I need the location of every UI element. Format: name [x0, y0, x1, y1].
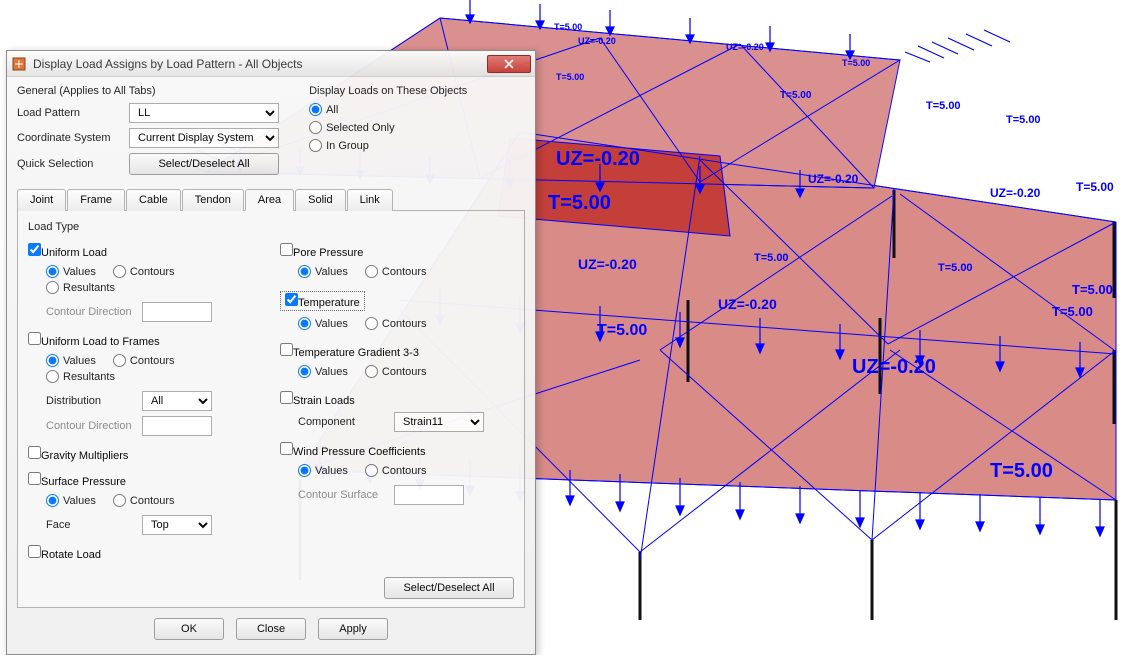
close-button-bottom[interactable]: Close	[236, 618, 306, 640]
radio-wp-contours[interactable]: Contours	[365, 464, 427, 477]
select-deselect-all-tab-button[interactable]: Select/Deselect All	[384, 577, 514, 599]
radio-pp-values[interactable]: Values	[298, 265, 348, 278]
label-t: T=5.00	[1072, 282, 1113, 297]
coord-sys-label: Coordinate System	[17, 132, 129, 144]
radio-sp-contours[interactable]: Contours	[113, 494, 175, 507]
chk-uniform-load[interactable]: Uniform Load	[28, 247, 107, 259]
radio-temp-values[interactable]: Values	[298, 317, 348, 330]
tab-frame[interactable]: Frame	[67, 189, 125, 211]
radio-uf-values[interactable]: Values	[46, 354, 96, 367]
titlebar[interactable]: Display Load Assigns by Load Pattern - A…	[7, 51, 535, 77]
radio-tg-contours[interactable]: Contours	[365, 365, 427, 378]
radio-all[interactable]: All	[309, 103, 338, 116]
chk-surface-pressure[interactable]: Surface Pressure	[28, 476, 126, 488]
radio-ul-contours[interactable]: Contours	[113, 265, 175, 278]
general-section-label: General (Applies to All Tabs)	[17, 85, 309, 97]
tab-area[interactable]: Area	[245, 189, 294, 211]
ok-button[interactable]: OK	[154, 618, 224, 640]
radio-all-label: All	[326, 104, 338, 116]
label-uz: UZ=-0.20	[578, 36, 616, 46]
chk-rotate-load[interactable]: Rotate Load	[28, 549, 101, 561]
label-t: T=5.00	[780, 90, 811, 101]
radio-ul-resultants[interactable]: Resultants	[46, 281, 115, 294]
radio-temp-contours[interactable]: Contours	[365, 317, 427, 330]
strain-component-select[interactable]: Strain11	[394, 412, 484, 432]
radio-group-label: In Group	[326, 140, 369, 152]
tab-link[interactable]: Link	[347, 189, 393, 211]
wp-contour-surface-input	[394, 485, 464, 505]
chk-temp-gradient[interactable]: Temperature Gradient 3-3	[280, 347, 419, 359]
radio-ul-values[interactable]: Values	[46, 265, 96, 278]
chk-temperature-wrapper: Temperature	[280, 291, 365, 311]
tab-tendon[interactable]: Tendon	[182, 189, 244, 211]
label-t: T=5.00	[1006, 114, 1041, 126]
sp-face-label: Face	[46, 519, 142, 531]
ul-contour-dir-input	[142, 302, 212, 322]
apply-button[interactable]: Apply	[318, 618, 388, 640]
label-t: T=5.00	[938, 262, 973, 274]
label-uz: UZ=-0.20	[990, 186, 1040, 200]
radio-pp-contours[interactable]: Contours	[365, 265, 427, 278]
tab-panel-area: Load Type Uniform Load Values Contours R…	[17, 211, 525, 608]
uf-distribution-select[interactable]: All	[142, 391, 212, 411]
label-uz: UZ=-0.20	[578, 256, 637, 272]
radio-sp-values[interactable]: Values	[46, 494, 96, 507]
window-title: Display Load Assigns by Load Pattern - A…	[33, 57, 487, 71]
label-uz: UZ=-0.20	[808, 172, 858, 186]
label-t-big: T=5.00	[548, 192, 611, 215]
radio-uf-resultants[interactable]: Resultants	[46, 370, 115, 383]
tab-cable[interactable]: Cable	[126, 189, 181, 211]
tabs: Joint Frame Cable Tendon Area Solid Link	[17, 188, 525, 211]
dialog-display-load-assigns: Display Load Assigns by Load Pattern - A…	[6, 50, 536, 655]
chk-temperature[interactable]: Temperature	[285, 293, 360, 309]
uf-contour-dir-input	[142, 416, 212, 436]
load-type-label: Load Type	[28, 221, 514, 233]
label-t-big: T=5.00	[990, 460, 1053, 483]
label-t: T=5.00	[554, 22, 582, 32]
label-t: T=5.00	[754, 252, 789, 264]
label-uz: UZ=-0.20	[718, 296, 777, 312]
label-t: T=5.00	[1076, 180, 1114, 194]
label-t: T=5.00	[597, 322, 647, 340]
quick-selection-label: Quick Selection	[17, 158, 129, 170]
ul-contour-dir-label: Contour Direction	[46, 306, 142, 318]
chk-pore-pressure[interactable]: Pore Pressure	[280, 247, 363, 259]
close-button[interactable]	[487, 55, 531, 73]
chk-uniform-load-label: Uniform Load	[41, 247, 107, 259]
radio-tg-values[interactable]: Values	[298, 365, 348, 378]
coord-sys-select[interactable]: Current Display System	[129, 128, 279, 148]
label-t: T=5.00	[926, 100, 961, 112]
radio-selected-label: Selected Only	[326, 122, 394, 134]
label-uz-big: UZ=-0.20	[556, 148, 640, 171]
tab-joint[interactable]: Joint	[17, 189, 66, 211]
sp-face-select[interactable]: Top	[142, 515, 212, 535]
load-pattern-select[interactable]: LL	[129, 103, 279, 123]
uf-contour-dir-label: Contour Direction	[46, 420, 142, 432]
chk-uniform-to-frames[interactable]: Uniform Load to Frames	[28, 336, 160, 348]
strain-component-label: Component	[298, 416, 394, 428]
wp-contour-surface-label: Contour Surface	[298, 489, 394, 501]
chk-gravity-multipliers[interactable]: Gravity Multipliers	[28, 450, 128, 462]
tab-solid[interactable]: Solid	[295, 189, 345, 211]
select-deselect-all-button[interactable]: Select/Deselect All	[129, 153, 279, 175]
label-t: T=5.00	[556, 72, 584, 82]
chk-wind-pressure[interactable]: Wind Pressure Coefficients	[280, 446, 425, 458]
radio-in-group[interactable]: In Group	[309, 139, 369, 152]
close-icon	[504, 59, 514, 69]
radio-wp-values[interactable]: Values	[298, 464, 348, 477]
app-icon	[11, 56, 27, 72]
label-t: T=5.00	[842, 58, 870, 68]
radio-uf-contours[interactable]: Contours	[113, 354, 175, 367]
load-pattern-label: Load Pattern	[17, 107, 129, 119]
chk-strain-loads[interactable]: Strain Loads	[280, 395, 355, 407]
display-objects-label: Display Loads on These Objects	[309, 85, 525, 97]
label-uz: UZ=-0.20	[726, 42, 764, 52]
uf-distribution-label: Distribution	[46, 395, 142, 407]
label-t: T=5.00	[1052, 304, 1093, 319]
radio-selected-only[interactable]: Selected Only	[309, 121, 394, 134]
label-uz-big: UZ=-0.20	[852, 356, 936, 379]
